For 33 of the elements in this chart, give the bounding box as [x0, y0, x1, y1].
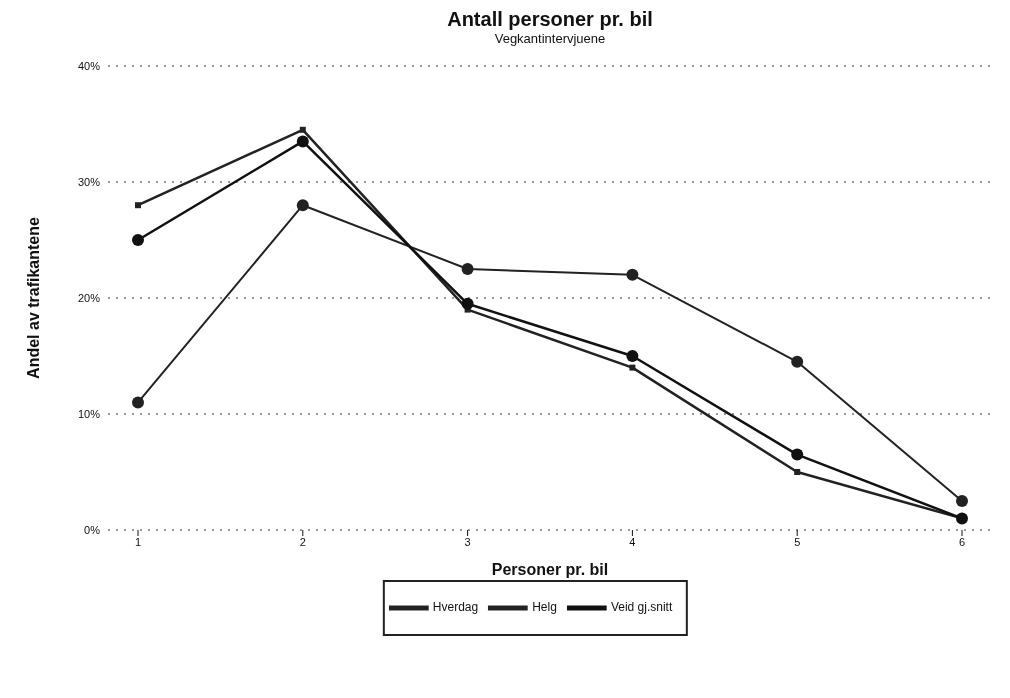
point: [956, 495, 968, 507]
x-tick-label: 3: [464, 535, 471, 548]
point: [135, 202, 141, 209]
y-tick-label: 40%: [77, 59, 101, 72]
x-tick-label: 6: [958, 535, 966, 548]
point: [132, 234, 144, 246]
point: [132, 396, 144, 409]
x-tick-label: 1: [134, 535, 142, 548]
point: [791, 448, 804, 461]
chart-subtitle: Vegkantintervjuene: [493, 31, 607, 46]
point: [296, 199, 309, 212]
y-tick-label: 30%: [77, 175, 101, 188]
y-axis-title: Andel av trafikantene: [24, 216, 42, 379]
legend-label: Veid gj.snitt: [610, 600, 673, 615]
point: [461, 297, 474, 310]
x-tick-label: 5: [794, 535, 801, 548]
y-tick-label: 10%: [77, 407, 101, 420]
point: [791, 355, 804, 368]
point: [461, 263, 474, 275]
legend-label: Hverdag: [432, 600, 479, 615]
point: [626, 268, 639, 281]
x-tick-label: 4: [629, 535, 636, 548]
point: [794, 469, 801, 475]
point: [299, 126, 306, 133]
chart-title: Antall personer pr. bil: [446, 8, 654, 31]
y-tick-label: 0%: [84, 523, 101, 536]
x-axis-title: Personer pr. bil: [491, 561, 609, 578]
legend-label: Helg: [532, 600, 557, 615]
y-tick-label: 20%: [77, 291, 101, 304]
point: [626, 350, 639, 362]
x-tick-label: 2: [299, 535, 306, 548]
point: [296, 135, 309, 148]
point: [629, 364, 636, 371]
